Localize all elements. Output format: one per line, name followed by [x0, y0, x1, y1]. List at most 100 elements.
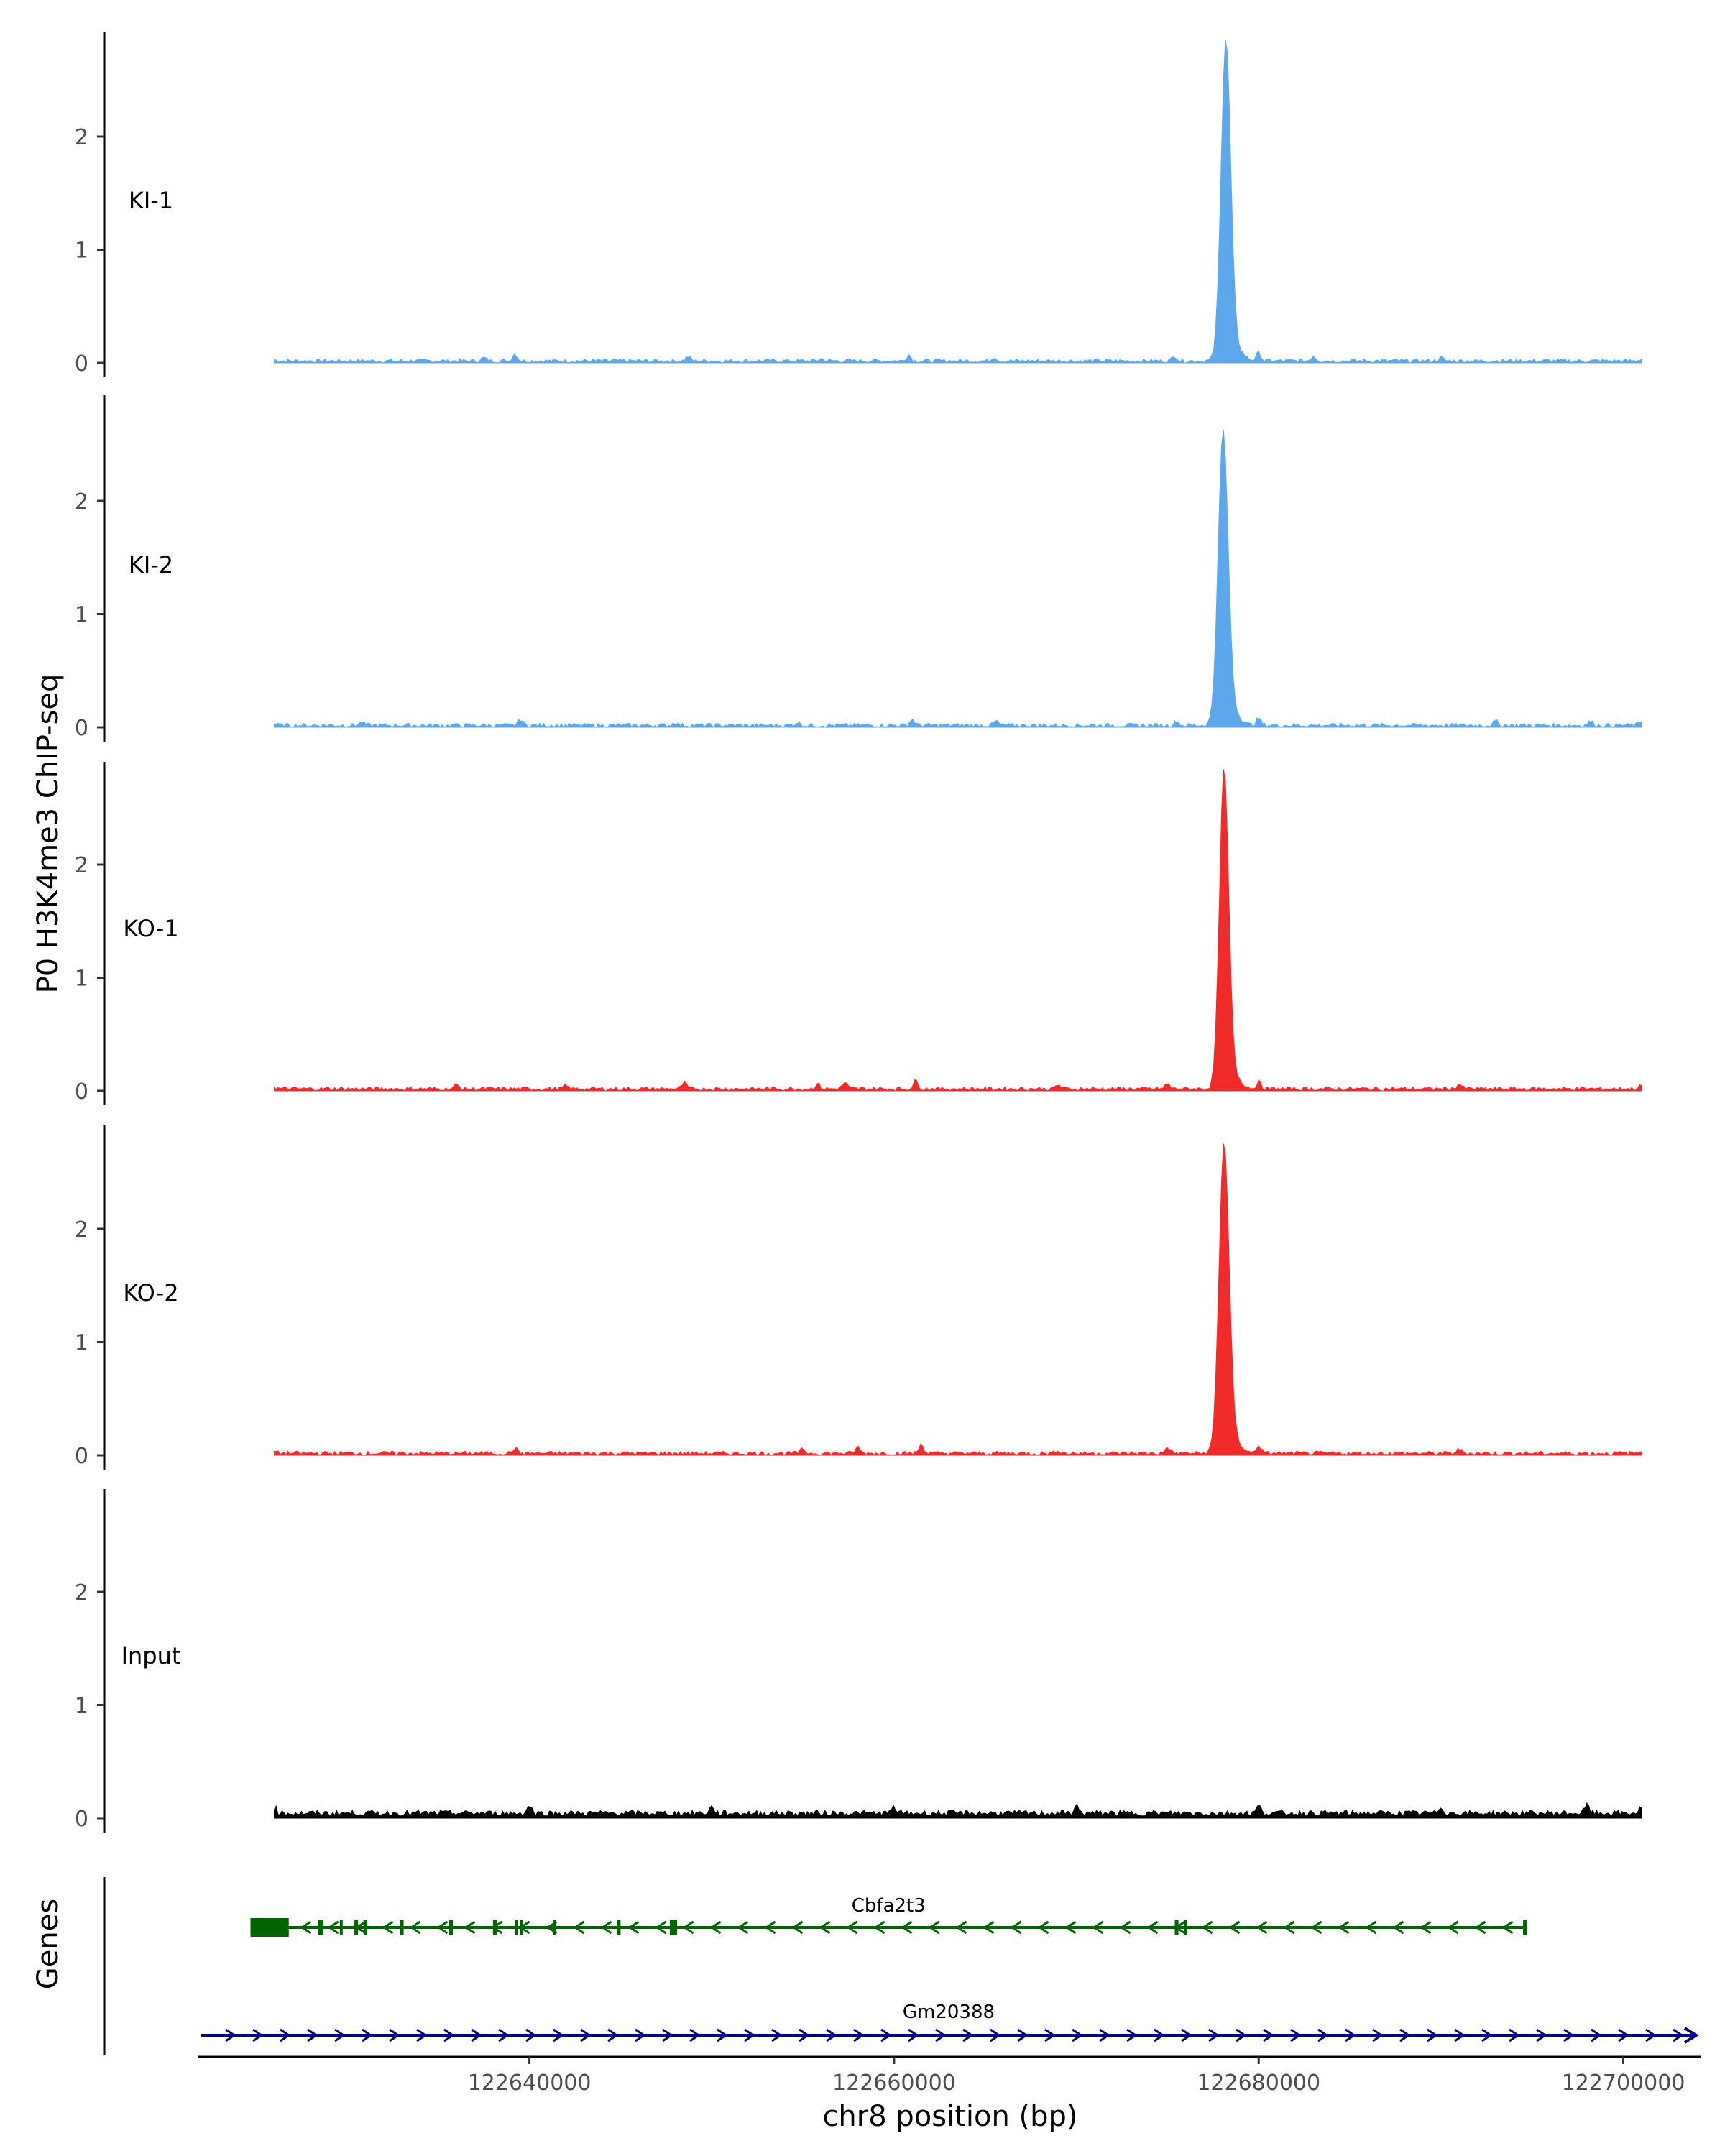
strand-arrow-end — [1683, 2027, 1699, 2044]
strand-arrow — [573, 1920, 585, 1935]
strand-arrow — [416, 2028, 428, 2042]
strand-arrow — [1420, 1920, 1432, 1935]
strand-arrow — [935, 2028, 947, 2042]
strand-arrow — [1146, 1920, 1159, 1935]
y-tick-label: 0 — [75, 351, 88, 377]
signal-area-input — [274, 1802, 1642, 1819]
track-ki-1: 0 1 2 KI-1 — [75, 32, 1642, 377]
track-label: KO-1 — [123, 915, 178, 942]
strand-arrow — [1310, 1920, 1322, 1935]
y-tick-label: 2 — [75, 853, 88, 878]
exon — [448, 1920, 454, 1935]
track-label: Input — [121, 1642, 181, 1669]
y-tick-label: 2 — [75, 125, 88, 150]
strand-arrow — [280, 2028, 291, 2042]
track-label: KO-2 — [123, 1279, 178, 1307]
exon — [553, 1920, 556, 1935]
x-tick-label: 122640000 — [468, 2070, 592, 2096]
strand-arrow — [1645, 2028, 1657, 2042]
strand-arrow — [627, 1920, 640, 1935]
strand-arrow — [1044, 2028, 1056, 2042]
strand-arrow — [846, 1920, 858, 1935]
strand-arrow — [1236, 2028, 1247, 2042]
strand-arrow — [744, 2028, 755, 2042]
strand-arrow — [1399, 2028, 1411, 2042]
exon — [520, 1920, 523, 1935]
strand-arrow — [1263, 2028, 1274, 2042]
strand-arrow — [791, 1920, 804, 1935]
y-tick-label: 2 — [75, 1217, 88, 1243]
strand-arrow — [1283, 1920, 1295, 1935]
strand-arrow — [225, 2028, 236, 2042]
strand-arrow — [682, 1920, 694, 1935]
strand-arrow — [1481, 2028, 1493, 2042]
exon — [515, 1920, 518, 1935]
y-tick-label: 1 — [75, 603, 88, 628]
strand-arrow — [709, 1920, 722, 1935]
strand-arrow — [1010, 1920, 1022, 1935]
strand-arrow — [525, 2028, 537, 2042]
strand-arrow — [1017, 2028, 1029, 2042]
strand-arrow — [955, 1920, 967, 1935]
signal-area-ko-1 — [274, 769, 1642, 1092]
exon — [617, 1920, 621, 1935]
strand-arrow — [1092, 1920, 1104, 1935]
strand-arrow — [655, 1920, 667, 1935]
y-tick-label: 1 — [75, 1694, 88, 1719]
strand-arrow — [1372, 2028, 1384, 2042]
exon — [492, 1920, 497, 1935]
strand-arrow — [389, 2028, 400, 2042]
strand-arrow — [252, 2028, 264, 2042]
strand-arrow — [1563, 2028, 1575, 2042]
strand-arrow — [409, 1920, 421, 1935]
strand-arrow — [1673, 2028, 1684, 2042]
exon — [318, 1920, 323, 1935]
strand-arrow — [853, 2028, 865, 2042]
strand-arrow — [471, 2028, 482, 2042]
strand-arrow — [1317, 2028, 1329, 2042]
exon — [1184, 1920, 1187, 1935]
y-axis-title: P0 H3K4me3 ChIP-seq — [32, 674, 65, 994]
strand-arrow — [737, 1920, 749, 1935]
strand-arrow — [826, 2028, 837, 2042]
strand-arrow — [689, 2028, 701, 2042]
strand-arrow — [580, 2028, 592, 2042]
strand-arrow — [662, 2028, 673, 2042]
y-tick-label: 0 — [75, 1807, 88, 1832]
x-axis-title: chr8 position (bp) — [822, 2100, 1077, 2133]
strand-arrow — [498, 2028, 510, 2042]
strand-arrow — [901, 1920, 913, 1935]
strand-arrow — [464, 1920, 476, 1935]
strand-arrow — [1064, 1920, 1077, 1935]
strand-arrow — [1509, 2028, 1520, 2042]
track-ko-2: 0 1 2 KO-2 — [75, 1125, 1642, 1470]
strand-arrow — [607, 2028, 619, 2042]
track-ko-1: 0 1 2 KO-1 — [75, 762, 1642, 1105]
strand-arrow — [1072, 2028, 1083, 2042]
signal-area-ko-2 — [274, 1143, 1642, 1456]
exon — [339, 1920, 343, 1935]
gene-label: Cbfa2t3 — [852, 1895, 926, 1917]
strand-arrow — [307, 2028, 318, 2042]
strand-arrow — [880, 2028, 892, 2042]
strand-arrow — [1208, 2028, 1220, 2042]
strand-arrow — [1228, 1920, 1241, 1935]
strand-arrow — [990, 2028, 1001, 2042]
track-label: KI-2 — [129, 551, 173, 579]
strand-arrow — [1501, 1920, 1514, 1935]
strand-arrow — [553, 2028, 564, 2042]
strand-arrow — [443, 2028, 455, 2042]
signal-area-ki-2 — [274, 430, 1642, 729]
strand-arrow — [717, 2028, 728, 2042]
strand-arrow — [799, 2028, 810, 2042]
strand-arrow — [764, 1920, 776, 1935]
x-tick-label: 122700000 — [1562, 2070, 1685, 2096]
gene-label: Gm20388 — [903, 2001, 995, 2023]
strand-arrow — [327, 1920, 339, 1935]
strand-arrow — [1119, 1920, 1131, 1935]
y-tick-label: 0 — [75, 716, 88, 741]
x-tick-label: 122680000 — [1197, 2070, 1320, 2096]
strand-arrow — [1181, 2028, 1192, 2042]
track-label: KI-1 — [129, 187, 173, 214]
